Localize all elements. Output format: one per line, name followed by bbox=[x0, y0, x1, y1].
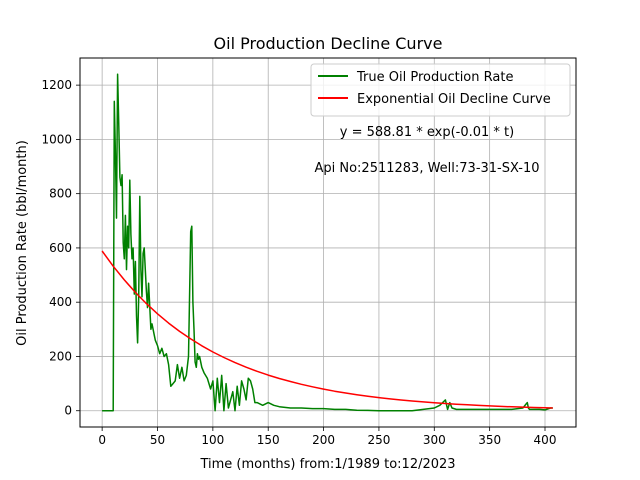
x-tick-label: 0 bbox=[98, 433, 106, 447]
series-lines bbox=[101, 73, 553, 412]
y-tick-label: 0 bbox=[64, 404, 72, 418]
x-tick-label: 150 bbox=[257, 433, 280, 447]
legend-label-true-rate: True Oil Production Rate bbox=[356, 70, 513, 85]
legend-label-exponential-curve: Exponential Oil Decline Curve bbox=[357, 92, 551, 107]
y-tick-label: 1000 bbox=[41, 132, 72, 146]
x-axis-ticks: 0 50 100 150 200 250 300 350 400 bbox=[98, 427, 556, 447]
y-tick-label: 600 bbox=[49, 241, 72, 255]
x-tick-label: 50 bbox=[150, 433, 165, 447]
x-tick-label: 250 bbox=[367, 433, 390, 447]
legend-box bbox=[310, 63, 571, 117]
x-axis-label: Time (months) from:1/1989 to:12/2023 bbox=[199, 457, 455, 472]
x-tick-label: 350 bbox=[478, 433, 501, 447]
equation-annotation: y = 588.81 * exp(-0.01 * t) bbox=[340, 125, 514, 140]
plot-area-frame bbox=[79, 57, 577, 428]
y-tick-label: 1200 bbox=[41, 78, 72, 92]
x-tick-label: 100 bbox=[201, 433, 224, 447]
grid bbox=[80, 58, 576, 427]
y-tick-label: 800 bbox=[49, 187, 72, 201]
y-tick-label: 200 bbox=[49, 349, 72, 363]
chart-title: Oil Production Decline Curve bbox=[214, 34, 443, 53]
y-axis-label: Oil Production Rate (bbl/month) bbox=[15, 140, 30, 346]
true-production-rate-line bbox=[102, 73, 553, 412]
x-tick-label: 200 bbox=[312, 433, 335, 447]
well-annotation: Api No:2511283, Well:73-31-SX-10 bbox=[314, 161, 539, 176]
x-tick-label: 300 bbox=[423, 433, 446, 447]
legend: True Oil Production Rate Exponential Oil… bbox=[310, 63, 571, 117]
y-axis-ticks: 0 200 400 600 800 1000 1200 bbox=[41, 78, 80, 418]
y-tick-label: 400 bbox=[49, 295, 72, 309]
x-tick-label: 400 bbox=[534, 433, 557, 447]
exponential-decline-curve-line bbox=[101, 250, 553, 409]
